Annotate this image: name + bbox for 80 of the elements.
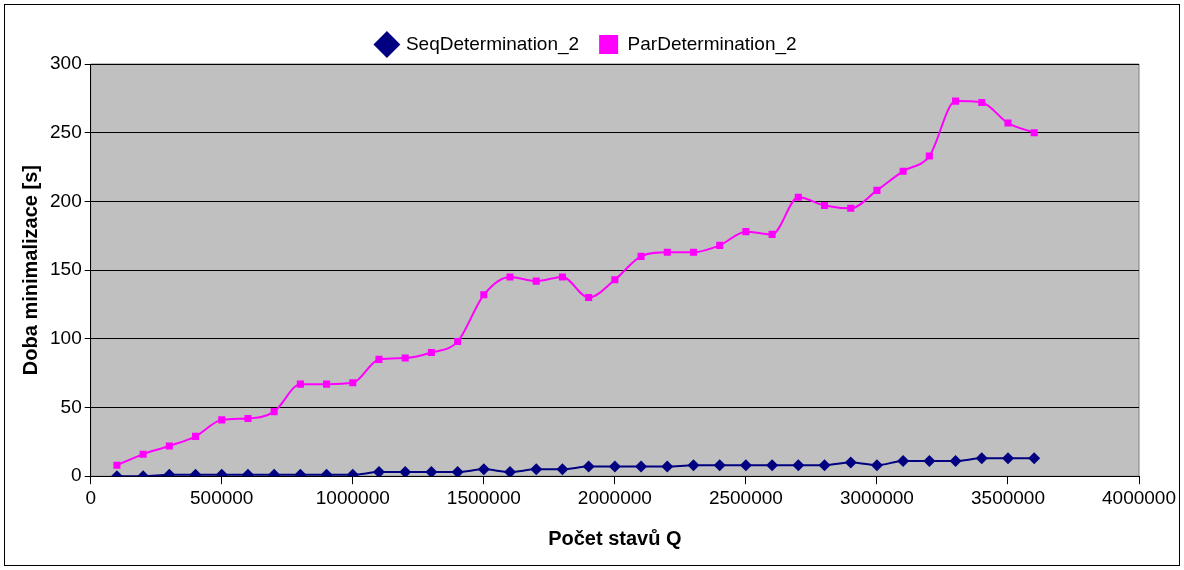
point bbox=[687, 459, 700, 472]
legend-label: ParDetermination_2 bbox=[627, 32, 797, 55]
point bbox=[585, 294, 593, 302]
point bbox=[766, 459, 779, 472]
point bbox=[506, 273, 514, 281]
point bbox=[556, 463, 569, 476]
point bbox=[218, 416, 226, 424]
point bbox=[323, 380, 331, 388]
x-tick-label: 1000000 bbox=[315, 486, 390, 508]
y-tick-label: 0 bbox=[71, 464, 82, 486]
point bbox=[820, 201, 829, 210]
point bbox=[139, 450, 147, 458]
y-tick-label: 200 bbox=[50, 189, 82, 211]
point bbox=[1004, 119, 1012, 127]
point bbox=[532, 277, 540, 285]
point bbox=[768, 230, 776, 238]
point bbox=[975, 452, 988, 465]
point bbox=[952, 97, 960, 105]
point bbox=[847, 204, 855, 212]
point bbox=[689, 248, 698, 256]
x-tick-label: 500000 bbox=[190, 486, 254, 508]
point bbox=[899, 167, 907, 175]
point bbox=[558, 273, 566, 281]
x-tick-label: 4000000 bbox=[1102, 486, 1176, 508]
point bbox=[873, 186, 881, 194]
point bbox=[818, 459, 831, 472]
point bbox=[427, 349, 435, 357]
point bbox=[244, 414, 252, 423]
x-tick-label: 1500000 bbox=[446, 486, 521, 508]
point bbox=[372, 466, 385, 477]
point bbox=[113, 461, 121, 469]
point bbox=[349, 379, 357, 387]
point bbox=[192, 432, 200, 440]
point bbox=[739, 459, 752, 472]
point bbox=[635, 460, 648, 473]
x-tick-label: 3500000 bbox=[970, 486, 1045, 508]
point bbox=[925, 152, 933, 160]
point bbox=[296, 380, 304, 388]
y-axis-title: Doba minimalizace [s] bbox=[18, 165, 41, 376]
point bbox=[661, 460, 674, 473]
point bbox=[165, 442, 173, 450]
x-axis-title: Počet stavů Q bbox=[548, 526, 682, 549]
point bbox=[1028, 452, 1041, 465]
point bbox=[608, 460, 621, 473]
legend-label: SeqDetermination_2 bbox=[405, 32, 580, 55]
point bbox=[794, 193, 802, 201]
point bbox=[1001, 452, 1014, 465]
point bbox=[1030, 129, 1038, 137]
point bbox=[480, 291, 488, 299]
point bbox=[530, 463, 543, 476]
x-tick-label: 2000000 bbox=[577, 486, 652, 508]
y-tick-label: 50 bbox=[60, 395, 82, 417]
y-tick-label: 300 bbox=[50, 52, 82, 74]
point bbox=[454, 338, 462, 346]
point bbox=[713, 459, 726, 472]
point bbox=[582, 460, 595, 473]
point bbox=[401, 354, 409, 362]
point bbox=[949, 455, 962, 468]
point bbox=[844, 456, 857, 469]
point bbox=[792, 459, 805, 472]
point bbox=[504, 466, 517, 477]
y-tick-label: 150 bbox=[50, 258, 82, 280]
y-tick-label: 250 bbox=[50, 120, 82, 142]
x-tick-label: 0 bbox=[85, 486, 96, 508]
x-tick-label: 2500000 bbox=[708, 486, 783, 508]
point bbox=[270, 408, 278, 416]
point bbox=[870, 459, 883, 472]
point bbox=[637, 252, 645, 260]
point bbox=[923, 455, 936, 468]
point bbox=[663, 248, 671, 256]
point bbox=[451, 466, 464, 477]
x-tick-label: 3000000 bbox=[839, 486, 914, 508]
point bbox=[978, 98, 986, 107]
point bbox=[425, 466, 438, 477]
y-tick-label: 100 bbox=[50, 327, 82, 349]
point bbox=[742, 228, 750, 236]
point bbox=[477, 463, 490, 476]
point bbox=[375, 355, 383, 363]
point bbox=[716, 241, 724, 249]
point bbox=[611, 276, 619, 284]
